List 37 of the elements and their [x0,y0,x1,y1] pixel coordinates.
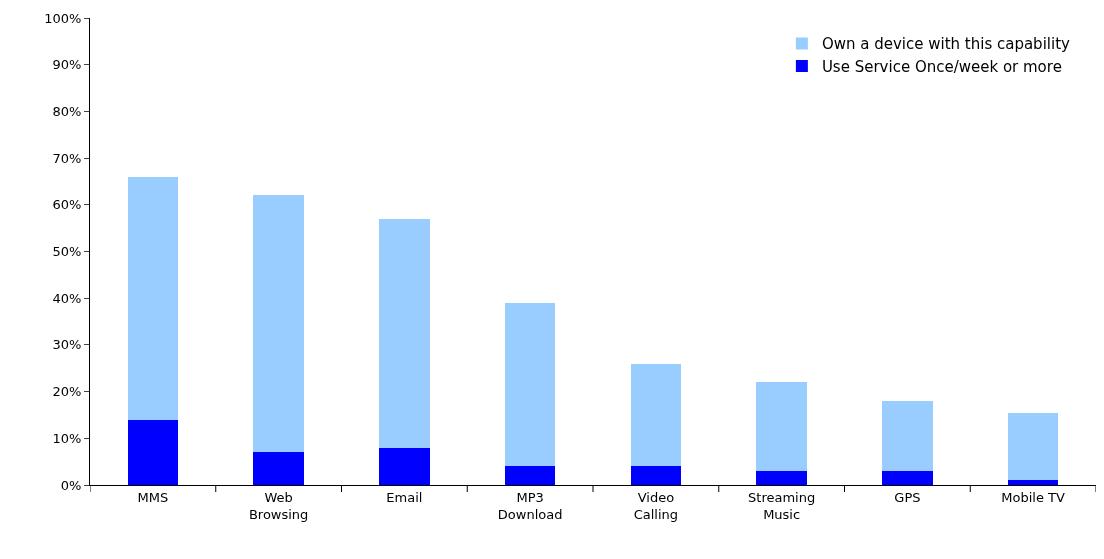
bar [882,470,933,485]
bar [379,447,430,485]
bar [882,400,933,471]
bar [127,419,179,485]
y-tick-label: 80% [52,103,82,119]
bar [630,466,682,485]
y-tick-label: 30% [52,337,82,353]
y-tick-label: 60% [52,197,82,213]
x-tick-label: MMS [137,489,169,505]
bar [756,470,807,485]
bar [253,452,304,485]
bar [127,176,179,420]
y-tick-label: 100% [44,10,82,26]
bar [1007,480,1059,485]
legend-label: Own a device with this capability [821,35,1071,54]
y-tick-label: 70% [52,150,82,166]
x-tick-label: Mobile TV [1001,489,1066,505]
y-tick-label: 20% [52,384,82,400]
y-tick-label: 50% [52,244,82,260]
bar [504,466,556,485]
x-tick-label: Streaming Music [748,489,816,522]
bar [379,218,430,448]
bar [1007,412,1059,481]
bar [756,382,807,471]
x-tick-label: Video Calling [633,489,679,522]
y-tick-label: 10% [52,430,82,446]
bar [504,302,556,467]
y-tick-label: 0% [60,477,82,493]
y-tick-label: 90% [52,57,82,73]
x-tick-label: MP3 Download [497,489,563,522]
bar [630,363,682,467]
legend-label: Use Service Once/week or more [821,57,1062,76]
bar [253,195,304,453]
y-tick-label: 40% [52,290,82,306]
x-tick-label: Email [386,489,423,505]
x-tick-label: Web Browsing [248,489,309,522]
x-tick-label: GPS [894,489,921,505]
